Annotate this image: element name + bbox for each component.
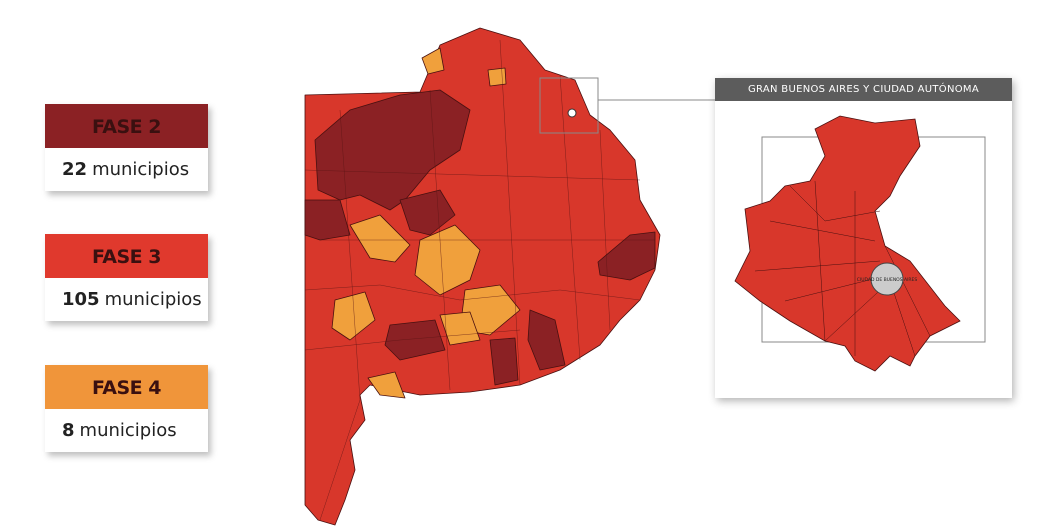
region-phase-2 — [399, 189, 456, 236]
phase-label: FASE 3 — [45, 234, 208, 278]
count: 105 — [62, 289, 100, 310]
legend-phase-4: FASE 4 8 municipios — [45, 365, 208, 452]
region-phase-2 — [489, 337, 519, 386]
count: 8 — [62, 420, 75, 441]
region-phase-4 — [367, 371, 406, 399]
legend-phase-2: FASE 2 22 municipios — [45, 104, 208, 191]
region-phase-4 — [414, 224, 481, 296]
inset-panel: GRAN BUENOS AIRES Y CIUDAD AUTÓNOMA CIUD… — [715, 78, 1012, 398]
region-phase-4 — [421, 47, 445, 75]
city-label: CIUDAD DE BUENOS AIRES — [857, 277, 918, 283]
inset-title: GRAN BUENOS AIRES Y CIUDAD AUTÓNOMA — [715, 78, 1012, 101]
region-phase-2 — [304, 199, 351, 241]
count: 22 — [62, 159, 88, 180]
inset-map: CIUDAD DE BUENOS AIRES — [734, 115, 986, 372]
region-phase-2 — [527, 309, 566, 371]
region-phase-4 — [349, 214, 411, 263]
gba-area — [734, 115, 961, 372]
phase-count: 8 municipios — [45, 409, 208, 452]
city-area — [870, 262, 904, 296]
city-marker — [567, 108, 577, 118]
region-phase-4 — [487, 67, 507, 87]
region-phase-4 — [331, 291, 376, 341]
district-borders — [304, 39, 655, 521]
zoom-box — [539, 77, 599, 134]
unit: municipios — [92, 159, 190, 180]
region-phase-4 — [439, 311, 481, 346]
phase-count: 105 municipios — [45, 278, 208, 321]
phase-count: 22 municipios — [45, 148, 208, 191]
unit: municipios — [104, 289, 202, 310]
unit: municipios — [79, 420, 177, 441]
region-phase-2 — [597, 231, 656, 281]
phase-label: FASE 4 — [45, 365, 208, 409]
phase-label: FASE 2 — [45, 104, 208, 148]
legend-phase-3: FASE 3 105 municipios — [45, 234, 208, 321]
